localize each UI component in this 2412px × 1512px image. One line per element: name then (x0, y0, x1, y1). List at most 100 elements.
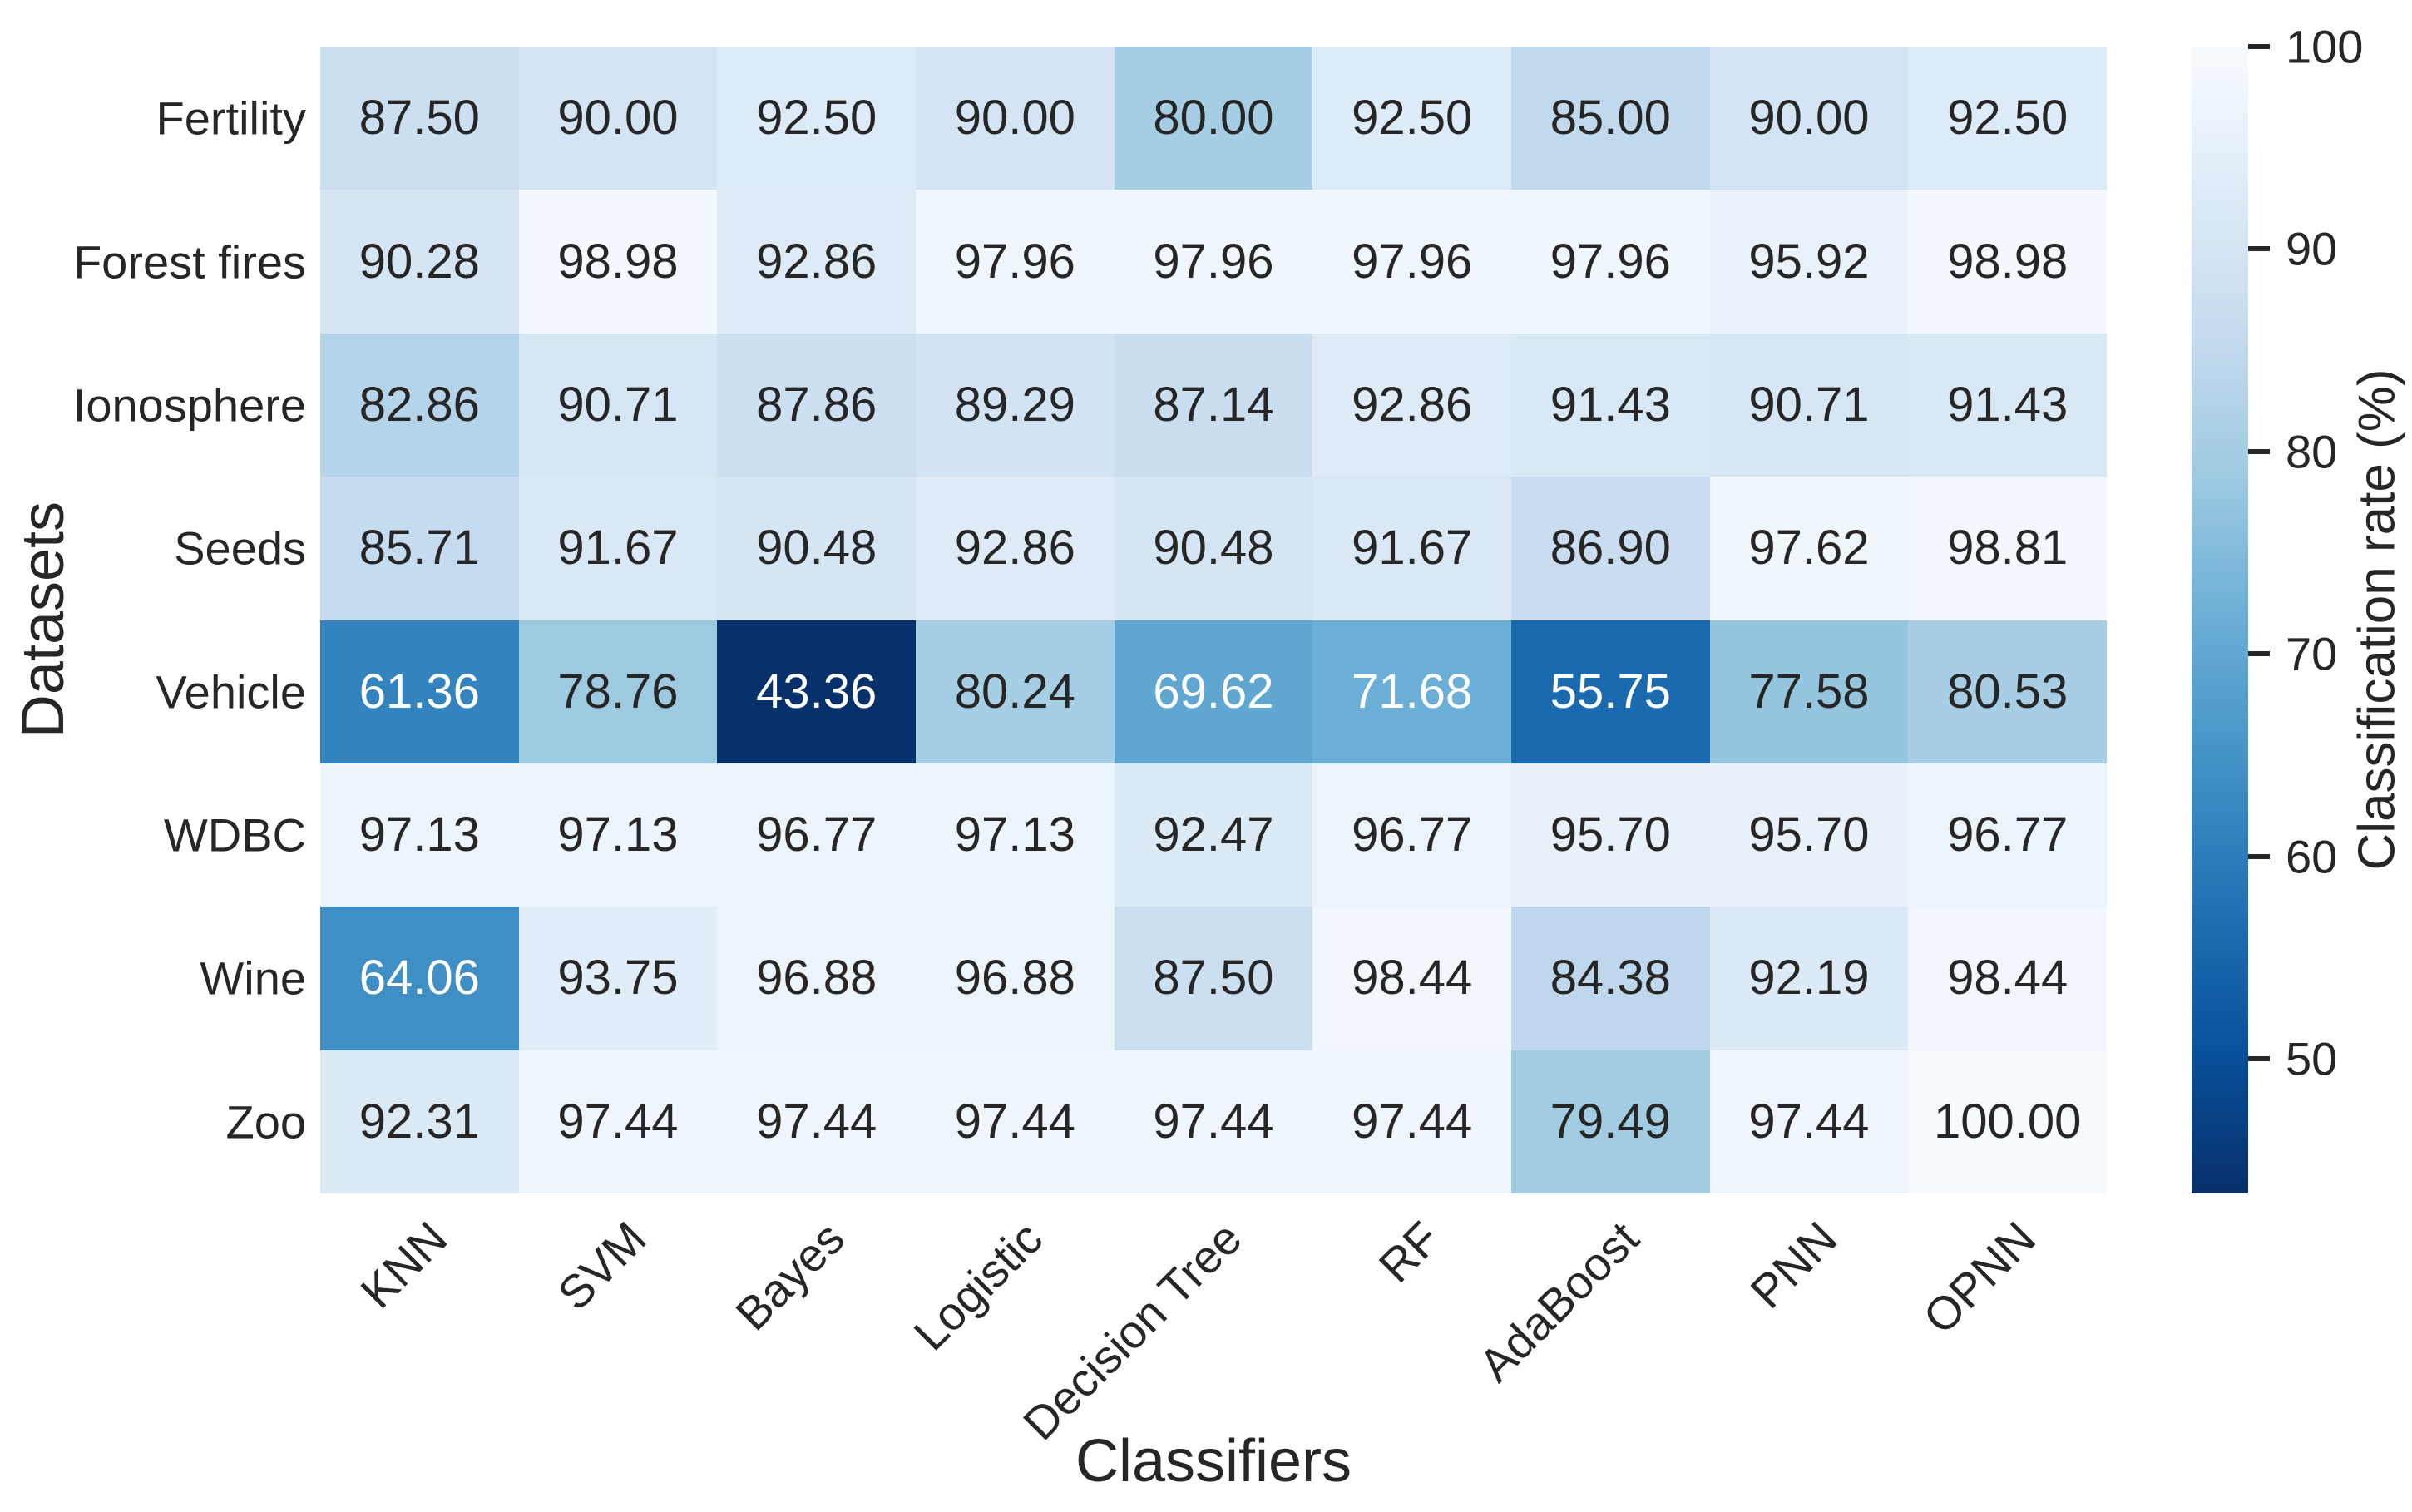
colorbar-title: Classification rate (%) (2348, 368, 2406, 871)
colorbar-tick-label: 100 (2286, 20, 2364, 73)
heatmap-cell: 96.77 (1908, 763, 2107, 907)
heatmap-cell: 69.62 (1114, 620, 1313, 763)
heatmap-cell: 98.44 (1908, 907, 2107, 1050)
heatmap-cell: 87.50 (1114, 907, 1313, 1050)
heatmap-cell: 90.71 (518, 333, 718, 477)
heatmap-cell: 92.31 (320, 1050, 519, 1193)
heatmap-cell: 86.90 (1511, 477, 1710, 620)
heatmap-cell: 61.36 (320, 620, 519, 763)
heatmap-cell: 78.76 (518, 620, 718, 763)
heatmap-cell: 95.92 (1709, 190, 1909, 334)
x-tick-label: Bayes (725, 1211, 854, 1341)
heatmap-cell: 97.44 (518, 1050, 718, 1193)
heatmap-cell: 77.58 (1709, 620, 1909, 763)
heatmap-cell: 43.36 (717, 620, 916, 763)
colorbar-tick-mark (2248, 44, 2270, 49)
colorbar-tick-mark (2248, 448, 2270, 454)
heatmap-cell: 82.86 (320, 333, 519, 477)
heatmap-cell: 91.67 (518, 477, 718, 620)
heatmap-cell: 90.00 (1709, 47, 1909, 190)
heatmap-cell: 96.88 (916, 907, 1115, 1050)
heatmap-cell: 97.13 (916, 763, 1115, 907)
heatmap-cell: 98.44 (1312, 907, 1511, 1050)
heatmap-cell: 80.00 (1114, 47, 1313, 190)
x-tick-label: KNN (350, 1211, 457, 1318)
colorbar-tick-mark (2248, 246, 2270, 252)
heatmap-grid: 87.50 90.00 92.50 90.00 80.00 92.50 85.00 90.00… (320, 47, 2107, 1193)
x-tick-label: AdaBoost (1468, 1211, 1648, 1391)
heatmap-cell: 80.53 (1908, 620, 2107, 763)
heatmap-cell: 90.71 (1709, 333, 1909, 477)
y-tick-label: Wine (200, 951, 306, 1005)
heatmap-cell: 92.86 (916, 477, 1115, 620)
heatmap-cell: 97.44 (1709, 1050, 1909, 1193)
x-tick-label: RF (1368, 1211, 1450, 1293)
heatmap-cell: 95.70 (1709, 763, 1909, 907)
heatmap-cell: 92.86 (1312, 333, 1511, 477)
heatmap-cell: 97.44 (1312, 1050, 1511, 1193)
colorbar-tick-label: 50 (2286, 1032, 2338, 1085)
heatmap-cell: 97.96 (1114, 190, 1313, 334)
colorbar-tick-label: 80 (2286, 425, 2338, 478)
x-axis-title: Classifiers (1075, 1428, 1352, 1495)
heatmap-cell: 93.75 (518, 907, 718, 1050)
heatmap-cell: 90.00 (916, 47, 1115, 190)
x-tick-label: SVM (546, 1211, 656, 1321)
heatmap-cell: 98.98 (518, 190, 718, 334)
heatmap-cell: 79.49 (1511, 1050, 1710, 1193)
heatmap-cell: 97.44 (1114, 1050, 1313, 1193)
heatmap-cell: 96.77 (717, 763, 916, 907)
heatmap-cell: 84.38 (1511, 907, 1710, 1050)
heatmap-cell: 92.50 (717, 47, 916, 190)
colorbar-tick-mark (2248, 651, 2270, 657)
heatmap-cell: 96.88 (717, 907, 916, 1050)
heatmap-cell: 98.81 (1908, 477, 2107, 620)
heatmap-cell: 80.24 (916, 620, 1115, 763)
colorbar-tick-label: 60 (2286, 830, 2338, 883)
heatmap-cell: 85.00 (1511, 47, 1710, 190)
x-tick-label: OPNN (1912, 1211, 2045, 1344)
heatmap-cell: 87.50 (320, 47, 519, 190)
heatmap-cell: 92.86 (717, 190, 916, 334)
heatmap-cell: 97.44 (717, 1050, 916, 1193)
heatmap-cell: 97.44 (916, 1050, 1115, 1193)
heatmap-cell: 90.00 (518, 47, 718, 190)
y-tick-label: Vehicle (156, 665, 306, 719)
heatmap-cell: 85.71 (320, 477, 519, 620)
y-tick-label: Zoo (225, 1095, 307, 1149)
heatmap-cell: 91.43 (1511, 333, 1710, 477)
heatmap-cell: 92.47 (1114, 763, 1313, 907)
colorbar-tick-label: 70 (2286, 627, 2338, 680)
y-tick-label: Ionosphere (72, 378, 306, 432)
y-tick-label: Fertility (156, 91, 306, 145)
heatmap-cell: 100.00 (1908, 1050, 2107, 1193)
heatmap-cell: 87.86 (717, 333, 916, 477)
heatmap-cell: 92.19 (1709, 907, 1909, 1050)
heatmap-cell: 97.13 (518, 763, 718, 907)
heatmap-cell: 89.29 (916, 333, 1115, 477)
heatmap-cell: 97.13 (320, 763, 519, 907)
heatmap-cell: 95.70 (1511, 763, 1710, 907)
heatmap-cell: 91.67 (1312, 477, 1511, 620)
colorbar-tick-mark (2248, 853, 2270, 859)
colorbar-gradient (2192, 47, 2248, 1193)
y-tick-label: Forest fires (72, 235, 306, 289)
heatmap-cell: 96.77 (1312, 763, 1511, 907)
y-tick-label: WDBC (163, 808, 306, 862)
heatmap-cell: 91.43 (1908, 333, 2107, 477)
heatmap-cell: 55.75 (1511, 620, 1710, 763)
heatmap-cell: 97.96 (916, 190, 1115, 334)
heatmap-cell: 97.96 (1312, 190, 1511, 334)
y-tick-label: Seeds (174, 521, 306, 575)
heatmap-cell: 92.50 (1312, 47, 1511, 190)
colorbar-tick-mark (2248, 1056, 2270, 1062)
heatmap-cell: 90.28 (320, 190, 519, 334)
heatmap-cell: 97.62 (1709, 477, 1909, 620)
colorbar-tick-label: 90 (2286, 222, 2338, 275)
heatmap-cell: 97.96 (1511, 190, 1710, 334)
heatmap-cell: 90.48 (717, 477, 916, 620)
x-tick-label: PNN (1740, 1211, 1847, 1318)
heatmap-cell: 92.50 (1908, 47, 2107, 190)
heatmap-cell: 71.68 (1312, 620, 1511, 763)
